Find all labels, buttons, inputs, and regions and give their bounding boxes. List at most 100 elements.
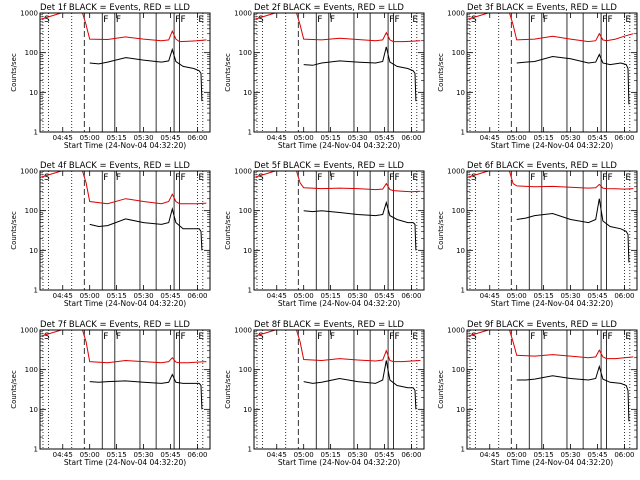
x-tick-label: 05:45 [374, 451, 394, 459]
detector-panel-4: Det 4f BLACK = Events, RED = LLD Counts/s… [10, 161, 211, 308]
event-marker-label: F [103, 173, 108, 183]
panel-title: Det 7f BLACK = Events, RED = LLD [40, 320, 190, 330]
event-marker-label: F [602, 15, 607, 25]
x-tick-label: 04:45 [267, 292, 287, 300]
x-tick-label: 05:30 [560, 451, 580, 459]
y-tick-label: 10 [243, 406, 252, 414]
event-marker-label: E [412, 332, 418, 342]
x-tick-label: 05:00 [507, 292, 527, 300]
y-tick-label: 1 [34, 287, 38, 295]
x-axis-label: Start Time (24-Nov-04 04:32:20) [64, 458, 186, 467]
x-tick-label: 05:30 [560, 292, 580, 300]
event-marker-label: F [394, 332, 399, 342]
y-tick-label: 1 [248, 129, 252, 137]
y-tick-label: 1000 [20, 168, 38, 176]
event-marker-label: F [530, 332, 535, 342]
y-tick-label: 10 [456, 247, 465, 255]
y-tick-label: 100 [239, 366, 252, 374]
y-tick-label: 1000 [20, 327, 38, 335]
y-tick-label: 1000 [20, 10, 38, 18]
event-marker-label: F [180, 332, 185, 342]
plot-frame [253, 170, 425, 291]
detector-panel-2: Det 2f BLACK = Events, RED = LLD Counts/s… [224, 3, 425, 150]
x-tick-label: 05:30 [133, 292, 153, 300]
event-marker-label: S [258, 173, 264, 183]
x-tick-label: 04:45 [480, 451, 500, 459]
y-axis-label: Counts/sec [10, 370, 18, 409]
x-tick-label: 05:00 [507, 134, 527, 142]
y-tick-label: 10 [243, 247, 252, 255]
y-tick-label: 10 [29, 247, 38, 255]
x-tick-label: 05:15 [321, 292, 341, 300]
event-marker-label: F [175, 173, 180, 183]
x-tick-label: 04:45 [267, 134, 287, 142]
plot-frame [466, 12, 638, 133]
series-line-lld [468, 330, 634, 360]
panel-title: Det 2f BLACK = Events, RED = LLD [254, 3, 404, 13]
y-axis-label: Counts/sec [224, 211, 232, 250]
event-marker-label: F [103, 15, 108, 25]
y-tick-label: 100 [25, 366, 38, 374]
x-tick-label: 05:30 [133, 134, 153, 142]
series-line-lld [468, 13, 634, 43]
series-line-lld [255, 330, 421, 363]
x-tick-label: 05:45 [587, 292, 607, 300]
y-tick-label: 1000 [447, 10, 465, 18]
x-tick-label: 05:15 [534, 134, 554, 142]
x-tick-label: 05:15 [321, 451, 341, 459]
x-tick-label: 04:45 [267, 451, 287, 459]
x-axis-label: Start Time (24-Nov-04 04:32:20) [64, 141, 186, 150]
event-marker-label: S [258, 332, 264, 342]
event-marker-label: F [116, 15, 121, 25]
event-marker-label: F [389, 332, 394, 342]
y-axis-label: Counts/sec [10, 211, 18, 250]
event-marker-label: F [530, 173, 535, 183]
series-line-lld [255, 171, 421, 193]
event-marker-label: F [317, 15, 322, 25]
event-marker-label: S [471, 173, 477, 183]
x-tick-label: 05:45 [374, 292, 394, 300]
x-tick-label: 06:00 [187, 134, 207, 142]
y-tick-label: 1 [34, 129, 38, 137]
y-tick-label: 1 [248, 446, 252, 454]
y-tick-label: 100 [25, 49, 38, 57]
plot-frame [466, 329, 638, 450]
x-tick-label: 04:45 [480, 134, 500, 142]
x-tick-label: 05:15 [107, 134, 127, 142]
detector-panel-6: Det 6f BLACK = Events, RED = LLD Counts/s… [437, 161, 638, 308]
y-tick-label: 1000 [234, 168, 252, 176]
event-marker-label: S [44, 173, 50, 183]
x-tick-label: 04:45 [480, 292, 500, 300]
event-marker-label: F [330, 332, 335, 342]
event-marker-label: E [412, 173, 418, 183]
event-marker-label: F [389, 173, 394, 183]
event-marker-label: F [543, 332, 548, 342]
y-tick-label: 1000 [447, 168, 465, 176]
x-tick-label: 06:00 [614, 292, 634, 300]
x-tick-label: 05:00 [80, 451, 100, 459]
plot-frame [39, 12, 211, 133]
series-line-events [303, 46, 417, 102]
plot-frame [39, 329, 211, 450]
event-marker-label: F [180, 15, 185, 25]
series-line-events [89, 47, 203, 102]
x-tick-label: 06:00 [614, 451, 634, 459]
series-line-lld [468, 171, 634, 190]
panel-title: Det 8f BLACK = Events, RED = LLD [254, 320, 404, 330]
detector-panel-5: Det 5f BLACK = Events, RED = LLD Counts/s… [224, 161, 425, 308]
series-line-events [516, 198, 630, 263]
series-line-events [516, 53, 630, 105]
panel-title: Det 4f BLACK = Events, RED = LLD [40, 161, 190, 171]
x-tick-label: 05:15 [107, 292, 127, 300]
y-axis-label: Counts/sec [224, 53, 232, 92]
y-tick-label: 100 [452, 366, 465, 374]
x-tick-label: 05:15 [107, 451, 127, 459]
x-tick-label: 05:00 [80, 292, 100, 300]
plot-frame [466, 170, 638, 291]
detector-panel-3: Det 3f BLACK = Events, RED = LLD Counts/s… [437, 3, 638, 150]
x-axis-label: Start Time (24-Nov-04 04:32:20) [278, 299, 400, 308]
x-tick-label: 04:45 [53, 134, 73, 142]
plot-frame [39, 170, 211, 291]
event-marker-label: F [317, 173, 322, 183]
event-marker-label: F [389, 15, 394, 25]
